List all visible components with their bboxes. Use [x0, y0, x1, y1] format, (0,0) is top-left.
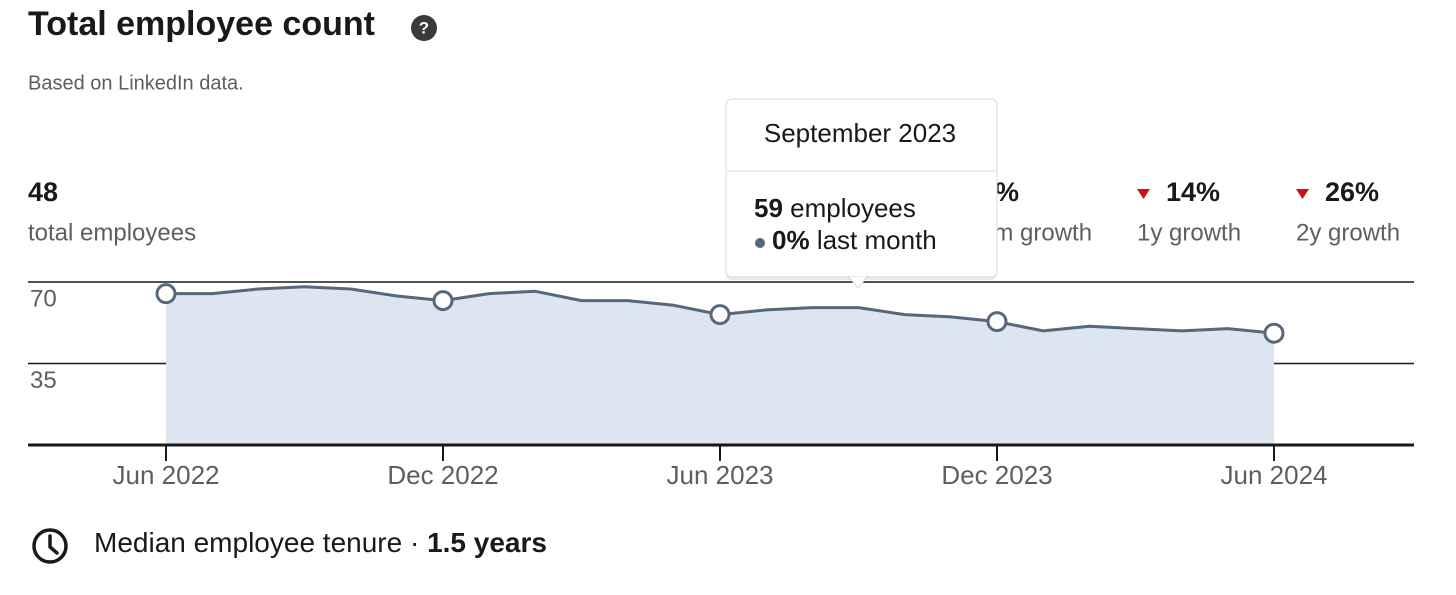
tooltip-change-label: last month — [817, 225, 937, 255]
point-marker — [1263, 322, 1285, 344]
subtitle: Based on LinkedIn data. — [28, 72, 244, 94]
tooltip-employees: 59 employees — [754, 193, 916, 223]
tenure-row: Median employee tenure · 1.5 years — [32, 527, 547, 564]
x-tick-label: Jun 2023 — [667, 460, 774, 490]
stat-label: 6m growth — [980, 219, 1092, 246]
trend-down-icon — [1137, 189, 1150, 199]
title: Total employee count — [28, 5, 375, 43]
x-tick-label: Jun 2024 — [1221, 460, 1328, 490]
point-marker — [986, 311, 1008, 333]
trend-down-icon — [1296, 189, 1309, 199]
point-marker — [432, 290, 454, 312]
stat-label: 1y growth — [1137, 219, 1241, 246]
tenure-label: Median employee tenure · — [94, 527, 419, 558]
x-tick-label: Dec 2023 — [941, 460, 1052, 490]
stat-value: 48 — [28, 177, 58, 207]
tenure-value: 1.5 years — [427, 527, 547, 558]
stat-value: 14% — [1166, 177, 1220, 207]
tooltip-change-value: 0% — [772, 225, 810, 255]
svg-text:?: ? — [419, 18, 429, 37]
stat-label: total employees — [28, 219, 196, 246]
y-tick-label: 35 — [30, 367, 57, 394]
tooltip-change: 0% last month — [772, 225, 937, 255]
tooltip-count-label: employees — [790, 193, 916, 223]
x-tick-label: Dec 2022 — [387, 460, 498, 490]
stat-label: 2y growth — [1296, 219, 1400, 246]
tooltip: September 2023 59 employees 0% last mont… — [725, 98, 998, 289]
tooltip-month: September 2023 — [764, 118, 956, 148]
plot: 35 70 Jun 2022 Dec 2022 Jun 2023 Dec 2023 Jun … — [28, 281, 1414, 490]
tooltip-count: 59 — [754, 193, 783, 223]
help-icon[interactable]: ? — [411, 15, 437, 41]
point-marker — [709, 304, 731, 326]
tenure: Median employee tenure · 1.5 years — [94, 527, 547, 558]
x-tick-label: Jun 2022 — [113, 460, 220, 490]
stat-value: 26% — [1325, 177, 1379, 207]
y-tick-label: 70 — [30, 285, 57, 312]
point-marker — [155, 283, 177, 305]
